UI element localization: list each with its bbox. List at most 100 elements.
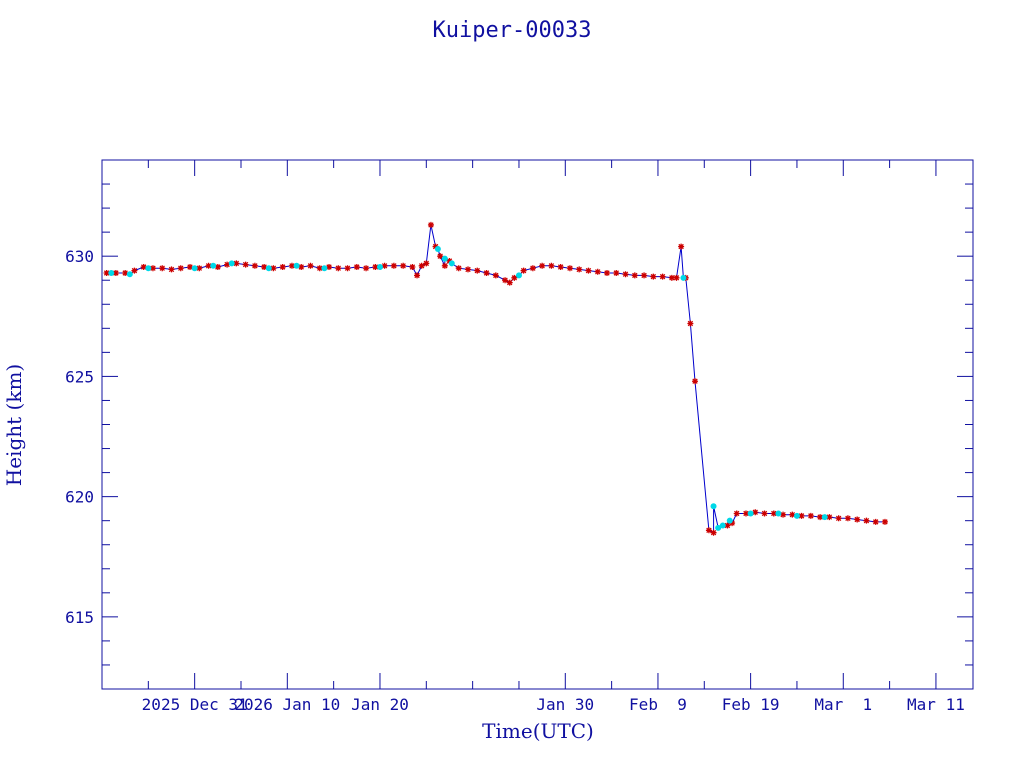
data-point-asterisk	[659, 273, 666, 280]
y-tick-label: 615	[65, 608, 94, 627]
data-point-asterisk	[400, 262, 407, 269]
data-point-dot	[293, 262, 300, 269]
data-point-asterisk	[622, 271, 629, 278]
data-point-dot	[680, 274, 687, 281]
data-point-asterisk	[835, 515, 842, 522]
data-point-asterisk	[233, 260, 240, 267]
x-tick-label: 2025 Dec 31	[142, 695, 248, 714]
data-point-asterisk	[298, 264, 305, 271]
data-point-asterisk	[585, 267, 592, 274]
y-tick-label: 620	[65, 488, 94, 507]
data-point-asterisk	[780, 511, 787, 518]
x-axis-label: Time(UTC)	[482, 719, 594, 743]
data-point-asterisk	[761, 510, 768, 517]
data-point-asterisk	[149, 265, 156, 272]
data-point-asterisk	[770, 510, 777, 517]
data-point-asterisk	[205, 262, 212, 269]
data-point-dot	[126, 271, 133, 278]
data-point-asterisk	[492, 272, 499, 279]
data-point-dot	[441, 255, 448, 262]
data-point-dot	[821, 514, 828, 521]
data-point-asterisk	[251, 262, 258, 269]
data-point-asterisk	[742, 510, 749, 517]
data-point-asterisk	[344, 265, 351, 272]
data-point-dot	[747, 510, 754, 517]
data-point-asterisk	[548, 262, 555, 269]
data-point-asterisk	[692, 378, 699, 385]
data-point-dot	[775, 510, 782, 517]
data-point-asterisk	[710, 529, 717, 536]
data-point-dot	[191, 265, 198, 272]
data-point-asterisk	[168, 266, 175, 273]
data-point-asterisk	[414, 272, 421, 279]
x-tick-label: Jan 20	[351, 695, 409, 714]
data-point-asterisk	[307, 262, 314, 269]
data-point-asterisk	[826, 514, 833, 521]
data-point-asterisk	[807, 512, 814, 519]
data-point-asterisk	[594, 268, 601, 275]
data-markers	[103, 221, 888, 536]
data-point-asterisk	[288, 262, 295, 269]
data-point-asterisk	[441, 262, 448, 269]
data-point-asterisk	[483, 270, 490, 277]
data-point-asterisk	[353, 264, 360, 271]
y-axis-label: Height (km)	[2, 364, 26, 486]
data-point-asterisk	[159, 265, 166, 272]
data-point-asterisk	[872, 518, 879, 525]
data-point-asterisk	[474, 267, 481, 274]
data-point-dot	[515, 272, 522, 279]
data-point-asterisk	[103, 270, 110, 277]
data-point-asterisk	[752, 509, 759, 516]
data-point-asterisk	[529, 265, 536, 272]
data-point-asterisk	[733, 510, 740, 517]
data-point-asterisk	[844, 515, 851, 522]
data-point-asterisk	[335, 265, 342, 272]
data-point-asterisk	[613, 270, 620, 277]
data-point-asterisk	[520, 267, 527, 274]
plot-frame	[101, 159, 974, 690]
data-point-asterisk	[224, 261, 231, 268]
data-point-asterisk	[242, 261, 249, 268]
data-point-asterisk	[131, 267, 138, 274]
data-point-dot	[448, 260, 455, 267]
data-point-dot	[715, 524, 722, 531]
data-point-asterisk	[140, 264, 147, 271]
y-tick-label: 630	[65, 247, 94, 266]
data-point-dot	[726, 517, 733, 524]
x-tick-label: Mar 1	[814, 695, 872, 714]
data-point-dot	[793, 512, 800, 519]
y-axis: 615 620 625 630	[65, 159, 973, 690]
data-point-dot	[719, 522, 726, 529]
y-tick-label: 625	[65, 367, 94, 386]
x-tick-label: Feb 9	[629, 695, 687, 714]
data-point-asterisk	[557, 264, 564, 271]
data-point-asterisk	[817, 514, 824, 521]
data-point-dot	[108, 270, 115, 277]
data-point-dot	[321, 265, 328, 272]
data-point-asterisk	[687, 320, 694, 327]
data-point-asterisk	[112, 270, 119, 277]
data-point-asterisk	[863, 517, 870, 524]
data-point-asterisk	[650, 273, 657, 280]
data-point-asterisk	[177, 265, 184, 272]
data-point-dot	[710, 503, 717, 510]
data-point-asterisk	[326, 264, 333, 271]
data-point-asterisk	[196, 265, 203, 272]
data-point-asterisk	[437, 253, 444, 260]
data-point-asterisk	[576, 266, 583, 273]
data-point-asterisk	[539, 262, 546, 269]
data-point-asterisk	[502, 277, 509, 284]
x-tick-label: Mar 11	[907, 695, 965, 714]
x-tick-label: Feb 19	[722, 695, 780, 714]
data-point-asterisk	[798, 512, 805, 519]
data-point-asterisk	[603, 270, 610, 277]
data-point-asterisk	[261, 264, 268, 271]
data-point-asterisk	[409, 264, 416, 271]
x-tick-label: Jan 30	[536, 695, 594, 714]
data-point-asterisk	[729, 520, 736, 527]
data-point-asterisk	[427, 221, 434, 228]
data-point-asterisk	[187, 264, 194, 271]
series-path	[106, 224, 885, 534]
data-point-asterisk	[214, 264, 221, 271]
